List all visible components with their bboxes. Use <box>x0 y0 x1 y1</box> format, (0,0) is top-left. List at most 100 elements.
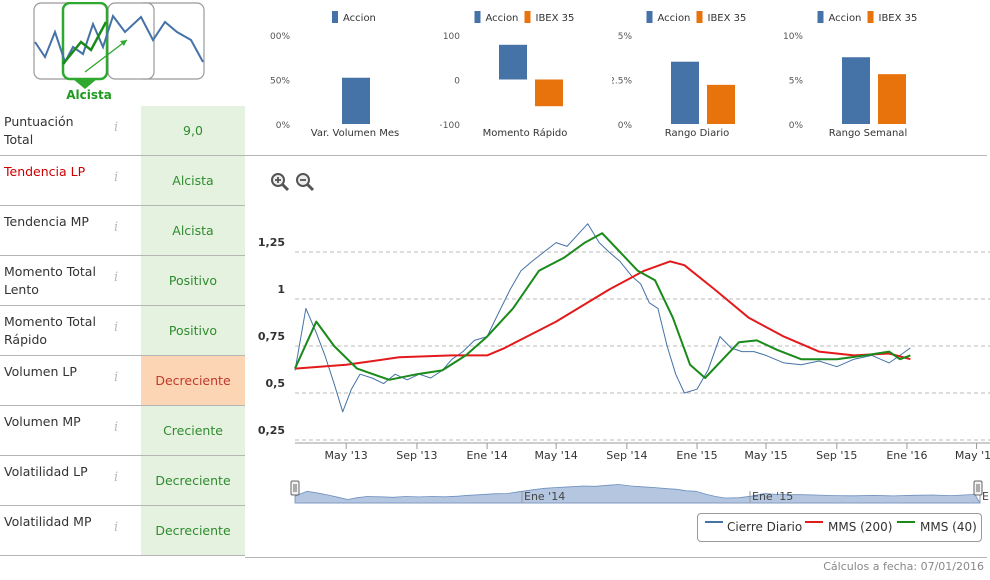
score-row: Momento Total Rápido i Positivo <box>0 306 245 356</box>
legend-entry[interactable]: Accion <box>343 13 376 24</box>
bar-accion[interactable] <box>342 77 370 124</box>
legend-swatch <box>646 11 653 23</box>
score-value: 9,0 <box>141 106 245 155</box>
bar-accion[interactable] <box>842 57 870 124</box>
score-value: Decreciente <box>141 506 245 555</box>
score-value: Decreciente <box>141 356 245 405</box>
tick-label: 0% <box>789 121 804 131</box>
tick-label: 0% <box>618 121 633 131</box>
navigator-label: Ene <box>982 490 990 503</box>
legend-swatch <box>696 11 703 23</box>
navigator-handle[interactable] <box>973 480 983 496</box>
mini-bar-chart: Accion 100% 50% 0% Var. Volumen Mes <box>270 11 399 139</box>
tick-label: 5% <box>789 77 804 87</box>
mini-bar-chart: Accion IBEX 35 5% 2.5% 0% Rango Diario <box>612 11 747 139</box>
info-icon[interactable]: i <box>114 120 119 135</box>
score-value: Alcista <box>141 156 245 205</box>
score-value: Alcista <box>141 206 245 255</box>
calc-date: Cálculos a fecha: 07/01/2016 <box>823 560 984 573</box>
score-value: Positivo <box>141 306 245 355</box>
info-icon[interactable]: i <box>114 220 119 235</box>
series-mms-40[interactable] <box>294 232 911 381</box>
legend-swatch <box>817 11 824 23</box>
navigator[interactable]: Ene '14 Ene '15 Ene <box>290 473 990 507</box>
score-value: Positivo <box>141 256 245 305</box>
x-tick-label: May '16 <box>955 449 990 462</box>
legend-swatch <box>867 11 874 23</box>
x-tick-label: Ene '14 <box>466 449 507 462</box>
navigator-label: Ene '15 <box>752 490 793 503</box>
mini-chart-title: Momento Rápido <box>483 127 568 139</box>
tick-label: 2.5% <box>612 77 632 87</box>
tick-label: 100 <box>443 32 460 42</box>
x-tick-label: Ene '16 <box>886 449 927 462</box>
score-row: Momento Total Lento i Positivo <box>0 256 245 306</box>
tick-label: 50% <box>270 77 290 87</box>
info-icon[interactable]: i <box>114 270 119 285</box>
x-tick-label: May '14 <box>534 449 577 462</box>
mini-bar-chart: Accion IBEX 35 10% 5% 0% Rango Semanal <box>783 11 918 139</box>
navigator-handle[interactable] <box>290 480 300 496</box>
legend-entry[interactable]: Accion <box>829 13 862 24</box>
bar-accion[interactable] <box>499 44 527 80</box>
score-row: Volatilidad MP i Decreciente <box>0 506 245 556</box>
score-label: Tendencia MP <box>4 214 89 229</box>
legend-swatch <box>897 521 915 523</box>
navigator-label: Ene '14 <box>524 490 565 503</box>
legend-entry[interactable]: IBEX 35 <box>536 13 575 24</box>
bar-accion[interactable] <box>671 61 699 124</box>
series-mms-200[interactable] <box>294 260 911 370</box>
score-label: Volatilidad MP <box>4 514 92 529</box>
score-row: Puntuación Total i 9,0 <box>0 106 245 156</box>
legend-item[interactable]: Cierre Diario <box>727 520 803 534</box>
navigator-series <box>294 484 981 504</box>
trend-label: Alcista <box>66 88 112 102</box>
zoom-out-icon[interactable] <box>295 172 315 192</box>
legend-swatch <box>332 11 338 23</box>
y-tick-label: 1,25 <box>258 236 285 249</box>
zoom-in-icon[interactable] <box>270 172 290 192</box>
legend-entry[interactable]: IBEX 35 <box>879 13 918 24</box>
score-label: Volumen LP <box>4 364 77 379</box>
y-tick-label: 0,25 <box>258 424 285 437</box>
bar-ibex[interactable] <box>707 84 735 124</box>
legend-entry[interactable]: IBEX 35 <box>708 13 747 24</box>
info-icon[interactable]: i <box>114 320 119 335</box>
x-tick-label: Sep '14 <box>606 449 647 462</box>
legend-item[interactable]: MMS (200) <box>828 520 893 534</box>
price-chart[interactable]: 1,25 1 0,75 0,5 0,25 May '13 Sep '13 Ene '14 May… <box>255 160 990 515</box>
bar-ibex[interactable] <box>535 79 563 107</box>
legend-entry[interactable]: Accion <box>486 13 519 24</box>
legend-swatch <box>524 11 531 23</box>
mini-chart-title: Rango Diario <box>665 128 729 139</box>
info-icon[interactable]: i <box>114 470 119 485</box>
tick-label: 0% <box>276 121 291 131</box>
score-label: Puntuación Total <box>4 114 74 147</box>
info-icon[interactable]: i <box>114 170 119 185</box>
tick-label: 10% <box>783 32 803 42</box>
tick-label: 5% <box>618 32 633 42</box>
info-icon[interactable]: i <box>114 520 119 535</box>
tick-label: 0 <box>454 77 460 87</box>
score-value: Decreciente <box>141 456 245 505</box>
bar-ibex[interactable] <box>878 74 906 124</box>
x-tick-label: May '13 <box>325 449 368 462</box>
score-row: Volumen MP i Creciente <box>0 406 245 456</box>
x-tick-label: Sep '13 <box>396 449 437 462</box>
y-tick-label: 1 <box>277 283 285 296</box>
y-tick-label: 0,5 <box>266 377 286 390</box>
tick-label: −100 <box>440 121 460 131</box>
score-table: Puntuación Total i 9,0 Tendencia LP i Alcista… <box>0 106 245 556</box>
legend-swatch <box>705 521 723 523</box>
info-icon[interactable]: i <box>114 420 119 435</box>
score-label: Volatilidad LP <box>4 464 88 479</box>
legend-item[interactable]: MMS (40) <box>920 520 977 534</box>
series-cierre-diario[interactable] <box>294 223 911 413</box>
chart-legend: Cierre Diario MMS (200) MMS (40) <box>697 513 982 542</box>
divider <box>245 155 987 156</box>
info-icon[interactable]: i <box>114 370 119 385</box>
legend-swatch <box>805 521 823 523</box>
legend-entry[interactable]: Accion <box>658 13 691 24</box>
trend-logo-icon <box>33 2 205 89</box>
score-label: Momento Total Rápido <box>4 314 96 347</box>
